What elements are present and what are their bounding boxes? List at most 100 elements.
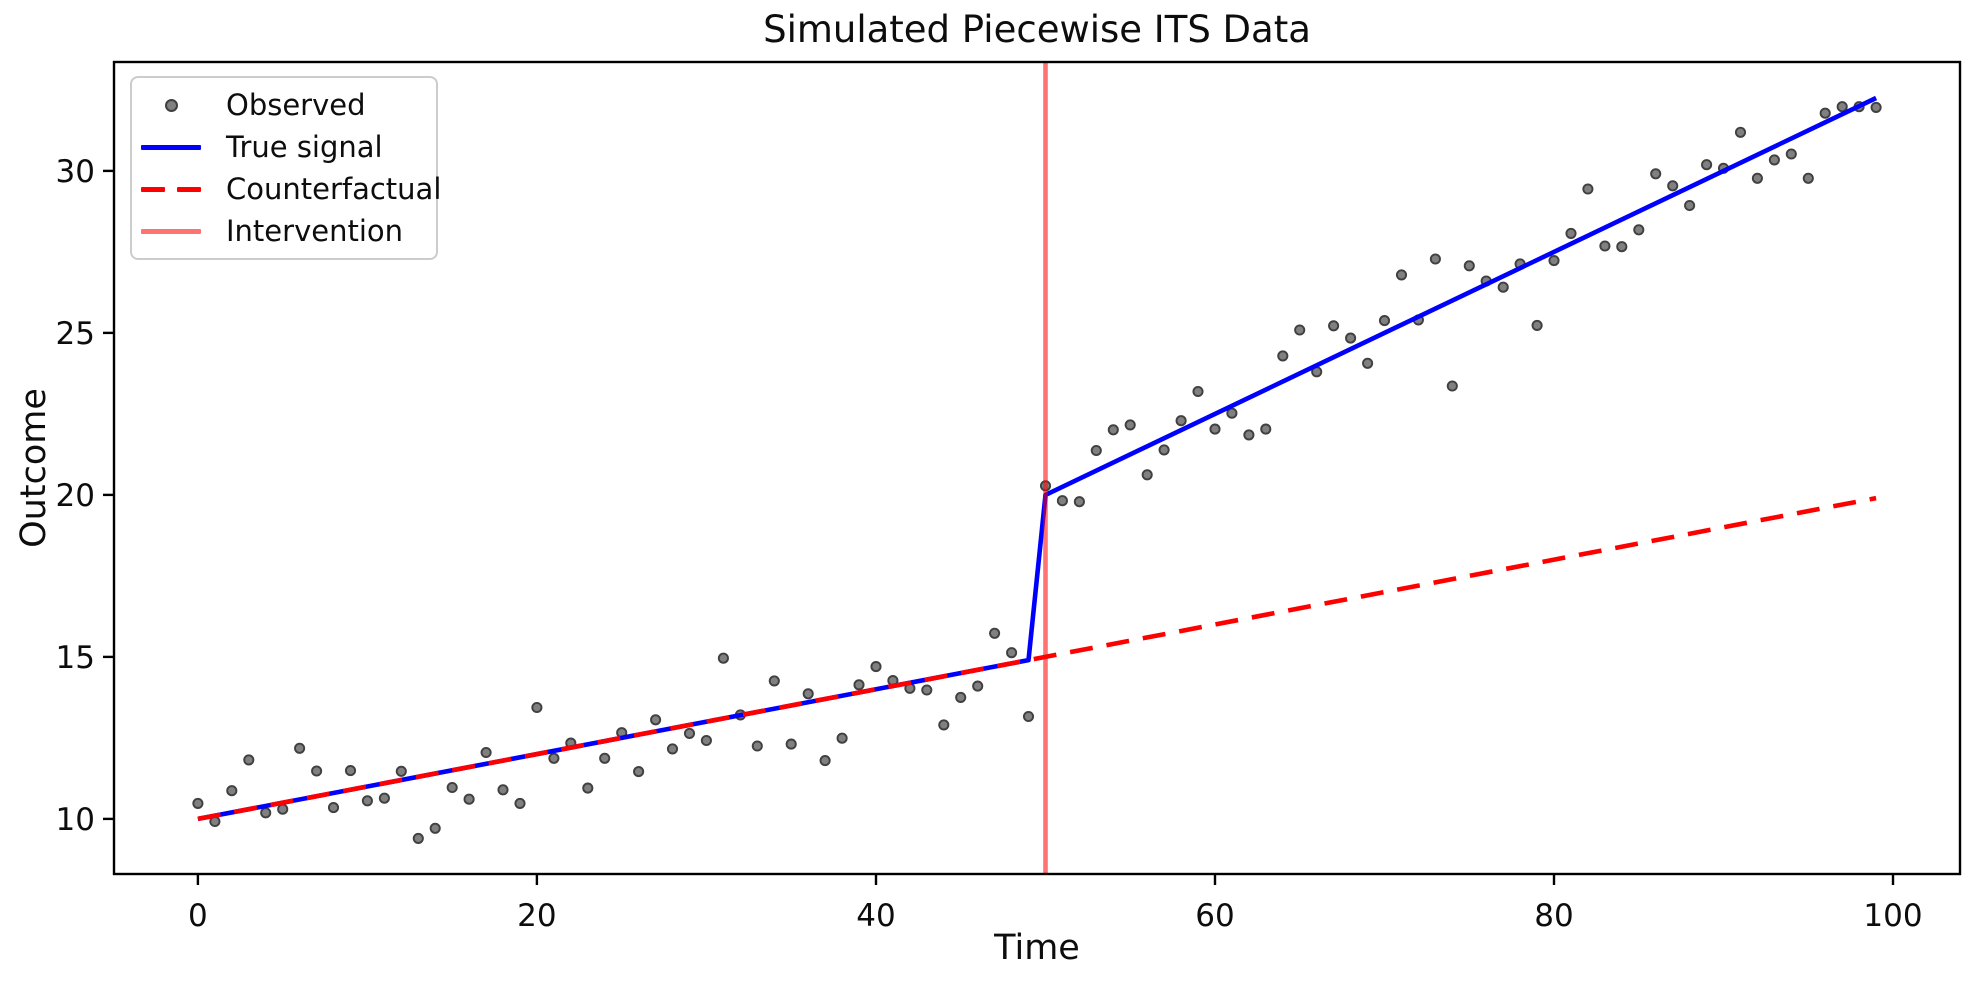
- observed-point: [1819, 107, 1831, 119]
- legend-box: Observed True signal Counterfactual Interve…: [130, 76, 441, 260]
- observed-point: [192, 797, 204, 809]
- observed-point: [938, 719, 950, 731]
- x-axis-ticks: 0 20 40 60 80 100: [188, 874, 1923, 934]
- y-tick-label: 15: [56, 640, 95, 676]
- observed-point: [853, 679, 865, 691]
- observed-point: [226, 785, 238, 797]
- observed-point: [1175, 415, 1187, 427]
- observed-point: [633, 766, 645, 778]
- observed-point: [1294, 324, 1306, 336]
- x-axis-label: Time: [994, 928, 1080, 968]
- observed-point: [548, 752, 560, 764]
- observed-point: [1497, 281, 1509, 293]
- legend-label: Observed: [226, 88, 366, 122]
- observed-point: [1870, 101, 1882, 113]
- observed-point: [1565, 227, 1577, 239]
- observed-point: [311, 765, 323, 777]
- true-signal-line: [197, 95, 1878, 822]
- legend-item-true-signal: True signal: [140, 126, 428, 168]
- observed-point: [785, 738, 797, 750]
- observed-point: [497, 784, 509, 796]
- observed-point: [277, 803, 289, 815]
- observed-point: [1650, 168, 1662, 180]
- observed-point: [446, 781, 458, 794]
- x-tick-label: 100: [1863, 898, 1922, 934]
- observed-point: [717, 652, 729, 664]
- observed-point: [1768, 154, 1780, 166]
- legend-label: Counterfactual: [226, 172, 442, 206]
- observed-point: [802, 688, 814, 700]
- chart-title: Simulated Piecewise ITS Data: [763, 8, 1311, 51]
- legend-item-counterfactual: Counterfactual: [140, 168, 441, 210]
- observed-point: [412, 832, 424, 844]
- observed-point: [955, 691, 967, 703]
- observed-point: [1684, 199, 1696, 212]
- observed-point: [1277, 350, 1289, 362]
- observed-point: [1836, 101, 1848, 113]
- observed-point: [1734, 126, 1747, 138]
- observed-point: [921, 684, 933, 696]
- observed-point: [1802, 172, 1814, 184]
- observed-point: [819, 755, 831, 767]
- observed-point: [1022, 710, 1035, 723]
- legend-label: Intervention: [226, 214, 404, 248]
- observed-point: [1345, 332, 1357, 344]
- observed-point: [972, 680, 984, 692]
- observed-point: [1616, 241, 1628, 253]
- y-tick-label: 20: [56, 478, 95, 514]
- observed-point: [531, 701, 543, 714]
- observed-point: [582, 782, 594, 794]
- observed-point: [599, 752, 611, 764]
- observed-point: [1209, 423, 1221, 435]
- observed-point: [751, 740, 763, 752]
- observed-point: [378, 792, 390, 804]
- observed-point: [666, 743, 679, 755]
- observed-point: [1006, 647, 1018, 659]
- observed-point: [1531, 319, 1543, 331]
- observed-point: [989, 627, 1001, 639]
- y-axis-label: Outcome: [14, 388, 54, 548]
- observed-point: [1582, 183, 1594, 195]
- dashed-line-icon: [140, 186, 202, 192]
- observed-point: [243, 754, 255, 766]
- observed-point: [1599, 240, 1611, 252]
- y-axis-ticks: 10 15 20 25 30: [56, 154, 114, 838]
- observed-point: [1463, 260, 1475, 272]
- observed-point: [1785, 148, 1797, 160]
- observed-point: [1667, 180, 1679, 192]
- observed-point: [870, 661, 882, 673]
- observed-point: [1328, 320, 1340, 332]
- x-tick-label: 20: [517, 898, 556, 934]
- legend-item-intervention: Intervention: [140, 210, 428, 252]
- observed-point: [650, 714, 662, 726]
- plot-border: [112, 60, 1962, 876]
- legend-item-observed: Observed: [140, 84, 428, 126]
- x-tick-label: 0: [188, 898, 208, 934]
- observed-point: [1073, 496, 1085, 508]
- observed-point: [768, 675, 780, 687]
- observed-point: [700, 734, 712, 747]
- observed-point: [1141, 469, 1153, 481]
- observed-point: [260, 807, 272, 819]
- observed-point: [327, 802, 340, 814]
- observed-point: [1056, 495, 1068, 507]
- observed-point: [1429, 253, 1441, 265]
- observed-point: [1124, 419, 1136, 431]
- observed-point: [1751, 172, 1763, 184]
- observed-point: [1633, 224, 1645, 236]
- y-tick-label: 10: [56, 802, 95, 838]
- observed-point: [1158, 444, 1170, 456]
- x-tick-label: 60: [1195, 898, 1234, 934]
- observed-point: [361, 795, 373, 807]
- observed-point: [683, 727, 696, 739]
- observed-points: [192, 101, 1882, 844]
- observed-point: [1243, 429, 1255, 441]
- observed-point: [1192, 385, 1204, 398]
- counterfactual-line: [197, 495, 1877, 822]
- observed-point: [1395, 269, 1408, 281]
- x-tick-label: 40: [856, 898, 895, 934]
- observed-point: [480, 746, 492, 759]
- legend-label: True signal: [226, 130, 383, 164]
